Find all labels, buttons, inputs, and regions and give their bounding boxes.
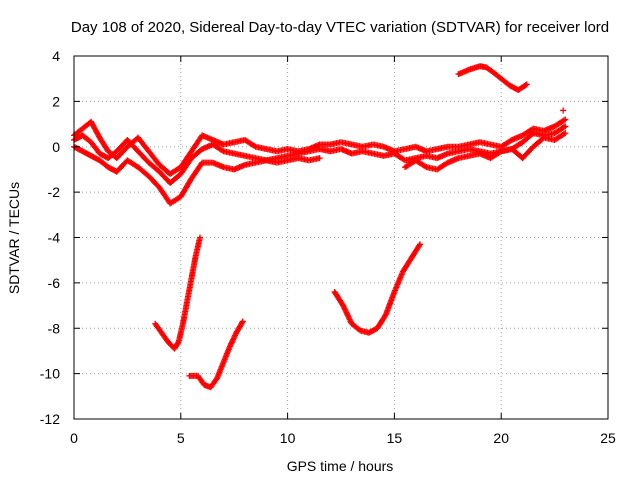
data-point-marker (562, 130, 569, 137)
y-tick-label: 0 (52, 139, 60, 155)
data-point-marker (251, 142, 258, 149)
data-point-marker (422, 163, 429, 170)
chart-title: Day 108 of 2020, Sidereal Day-to-day VTE… (71, 19, 609, 36)
x-tick-label: 10 (280, 430, 296, 446)
x-tick-label: 5 (177, 430, 185, 446)
y-tick-label: -12 (40, 411, 60, 427)
data-point-marker (219, 147, 226, 154)
y-tick-label: -10 (40, 366, 60, 382)
data-point-marker (417, 241, 424, 248)
x-tick-label: 15 (387, 430, 403, 446)
series-track-d (402, 146, 526, 173)
data-point-marker (562, 123, 569, 130)
data-point-marker (560, 130, 567, 137)
data-point-marker (382, 312, 389, 319)
data-point-marker (239, 319, 246, 326)
data-point-marker (522, 82, 529, 89)
y-tick-label: -2 (48, 184, 61, 200)
series-track-g (186, 318, 246, 391)
x-tick-label: 0 (70, 430, 78, 446)
data-layer (71, 63, 569, 391)
x-tick-label: 20 (493, 430, 509, 446)
data-point-marker (316, 155, 323, 162)
series-track-h (331, 241, 424, 336)
y-tick-label: 4 (52, 48, 60, 64)
x-axis-label: GPS time / hours (287, 458, 394, 474)
y-axis-label: SDTVAR / TECUs (6, 182, 22, 294)
data-point-marker (560, 117, 567, 124)
y-tick-label: -6 (48, 275, 61, 291)
y-tick-label: -8 (48, 320, 61, 336)
y-tick-label: 2 (52, 93, 60, 109)
data-point-marker (496, 149, 503, 156)
data-point-marker (239, 318, 246, 325)
series-track-a (71, 116, 569, 177)
x-tick-label: 25 (600, 430, 616, 446)
series-track-f (152, 234, 204, 352)
y-tick-label: -4 (48, 230, 61, 246)
data-point-marker (560, 124, 567, 131)
data-point-marker (523, 81, 530, 88)
data-point-marker (560, 107, 567, 114)
series-track-j (560, 107, 567, 114)
data-point-marker (562, 116, 569, 123)
series-track-e (455, 63, 530, 94)
series-track-i (519, 130, 569, 162)
data-point-marker (197, 234, 204, 241)
data-point-marker (416, 242, 423, 249)
